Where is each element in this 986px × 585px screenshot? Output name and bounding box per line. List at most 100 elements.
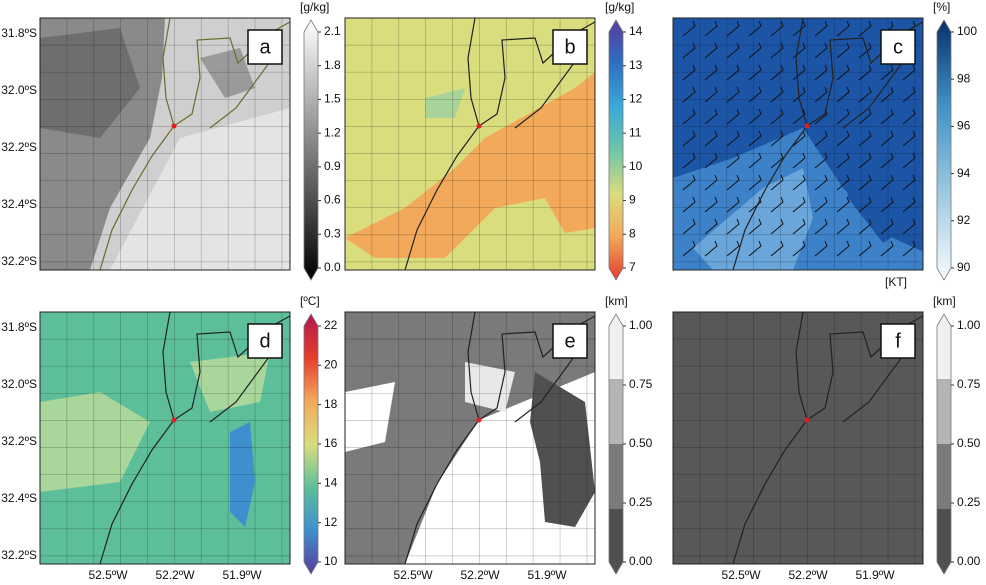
coastline [842,47,914,129]
wind-barb [704,218,718,235]
colorbar-tick-label: 0.75 [957,377,981,391]
wind-barb [902,108,916,125]
wind-barb [792,130,806,147]
wind-barb [748,218,762,235]
wind-barb [726,86,740,103]
colorbar-tick-label: 1.8 [324,58,341,72]
colorbar-tick-label: 0.3 [324,226,341,240]
colorbar-tick-label: 98 [957,71,971,85]
colorbar-tick-label: 0.50 [629,436,653,450]
coastline [732,312,808,564]
colorbar-tick-label: 0.9 [324,159,341,173]
colorbar [936,19,952,281]
wind-barb [770,174,784,191]
wind-barb [704,20,718,37]
map-frame [672,311,924,565]
latitude-label: 32.4ºS [1,197,37,211]
wind-barb [880,108,894,125]
wind-barb [836,240,850,257]
colorbar-tick-label: 0.00 [629,554,653,568]
map-panel: f 0.00 0.25 0.50 0.75 1.00[km] 52.5ºW 52.2ºW 51.… [672,294,981,582]
wind-barb [682,108,696,125]
colorbar-tick-label: 0.50 [957,436,981,450]
wind-barb [770,240,784,257]
longitude-label: 52.2ºW [788,568,828,580]
colorbar-tick-label: 12 [324,515,338,529]
colorbar-tick-label: 11 [629,125,642,139]
colorbar-tick-label: 96 [957,119,971,133]
panel-label: c [893,36,903,58]
latitude-label: 31.8ºS [1,320,37,334]
colorbar-unit: [km] [933,294,956,308]
field-region [40,392,150,492]
colorbar-tick-label: 14 [324,476,338,490]
wind-barb [836,196,850,213]
wind-barb [704,86,718,103]
coastline [514,47,586,129]
map-field [345,312,595,564]
station-marker [804,123,810,129]
map-frame [672,17,924,271]
longitude-label: 51.9ºW [222,568,262,580]
station-marker [476,417,482,423]
colorbar-tick-label: 1.00 [629,318,653,332]
wind-unit: [KT] [885,275,907,289]
longitude-label: 52.5ºW [721,568,761,580]
colorbar-tick-label: 0.0 [324,260,341,274]
wind-barb [836,64,850,81]
colorbar-unit: [g/kg] [300,0,329,14]
panel-label-box [247,29,283,65]
wind-barb [726,240,740,257]
map-frame [39,311,291,565]
wind-barb [726,108,740,125]
coastline [404,312,480,564]
wind-barb [792,86,806,103]
wind-barb [726,20,740,37]
wind-barb [726,130,740,147]
coastline [732,18,808,270]
latitude-label: 32.2ºS [1,434,37,448]
latitude-label: 32.2ºS [1,548,37,562]
wind-barb [880,196,894,213]
wind-barb [836,42,850,59]
field-region [230,422,255,527]
panel-label-box [552,323,588,359]
wind-barb [902,196,916,213]
wind-barb [682,196,696,213]
colorbar [303,19,319,281]
colorbar [303,313,319,575]
colorbar-tick-label: 0.25 [629,495,653,509]
colorbar-tick-label: 1.2 [324,125,341,139]
wind-barb [792,174,806,191]
wind-barb [814,196,828,213]
wind-barb [858,64,872,81]
colorbar-tick-label: 0.25 [957,495,981,509]
wind-barb [880,240,894,257]
panel-label: b [564,36,575,58]
wind-barb [858,130,872,147]
map-frame [344,311,596,565]
wind-barb [902,86,916,103]
colorbar-unit: [km] [605,294,628,308]
colorbar [608,313,624,575]
colorbar-tick-label: 1.00 [957,318,981,332]
latitude-label: 32.0ºS [1,83,37,97]
wind-barb [858,42,872,59]
wind-barb [880,152,894,169]
map-panel: d 10 12 14 16 18 20 22 [ºC] 31.8ºS 32.0ºS 32.2ºS 32.… [1,294,338,582]
station-marker [476,123,482,129]
wind-barb [726,152,740,169]
wind-barb [704,130,718,147]
field-region [693,168,813,270]
wind-barb [814,130,828,147]
wind-barb [858,152,872,169]
field-region [345,382,395,452]
wind-barb [748,42,762,59]
station-marker [171,417,177,423]
wind-barb [858,240,872,257]
longitude-label: 52.2ºW [460,568,500,580]
map-panel: a 0.0 0.3 0.6 0.9 1.2 1.5 1.8 2.1 [g/kg] 31.8ºS 32.… [1,0,341,281]
colorbar-tick-label: 0.6 [324,193,341,207]
colorbar-tick-label: 7 [629,260,636,274]
colorbar [608,19,624,281]
